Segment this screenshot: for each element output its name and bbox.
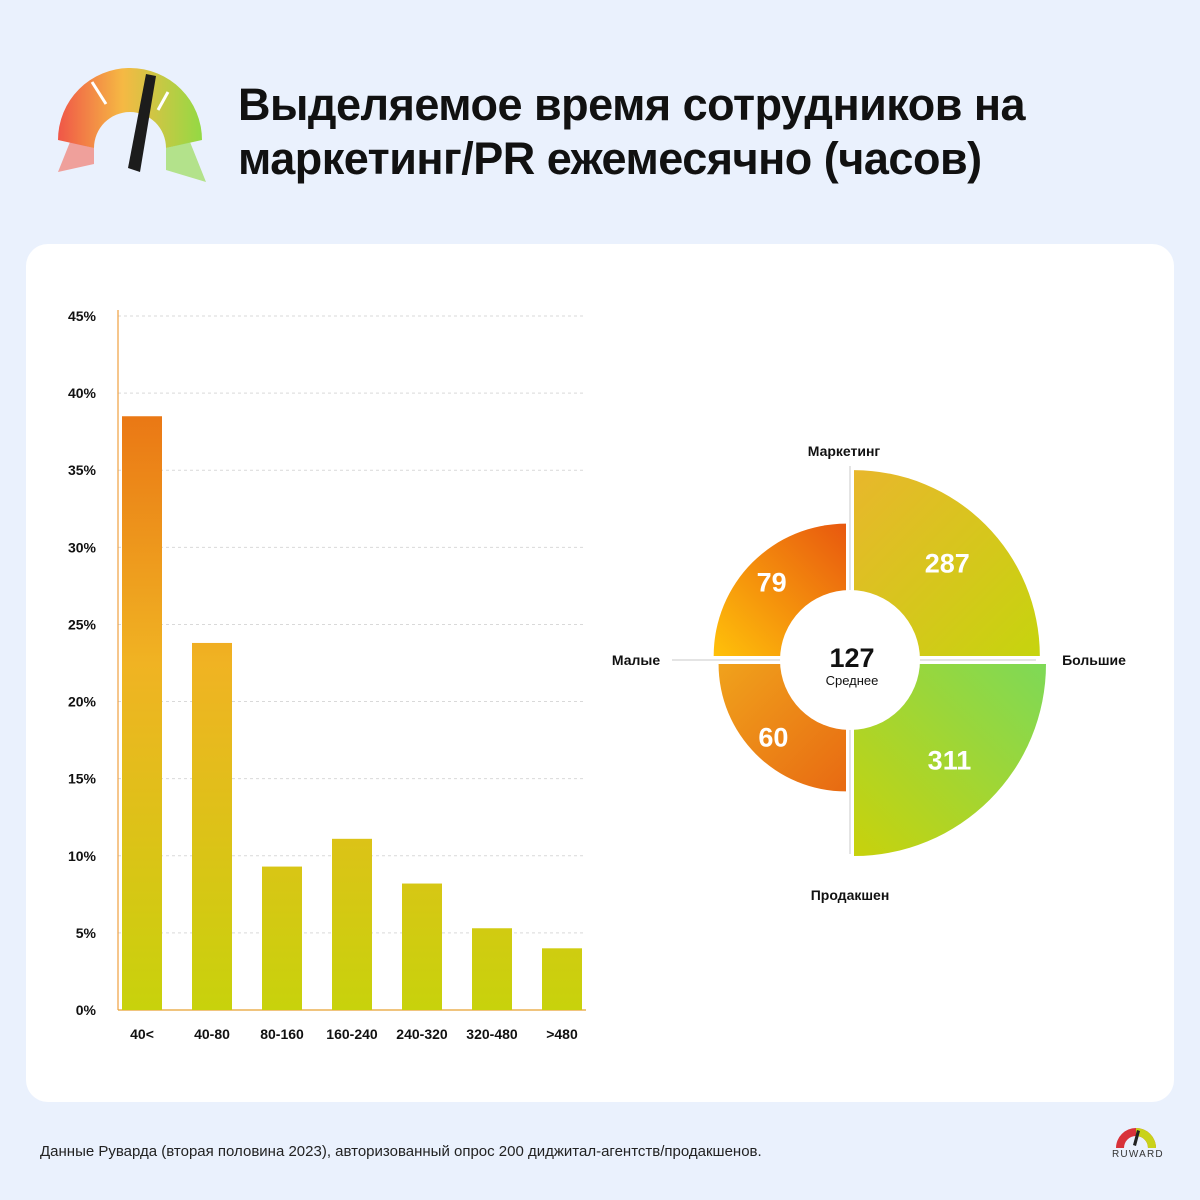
y-tick-label: 45% — [68, 308, 97, 324]
x-tick-label: 160-240 — [326, 1026, 378, 1042]
quadrant-value: 60 — [758, 723, 788, 753]
x-tick-label: 40-80 — [194, 1026, 230, 1042]
page-title: Выделяемое время сотрудников на маркетин… — [238, 78, 1138, 186]
bar-5 — [402, 883, 442, 1010]
y-tick-label: 40% — [68, 385, 97, 401]
quadrant-value: 287 — [925, 549, 970, 579]
ruward-logo-icon — [1116, 1128, 1156, 1148]
bar-2 — [192, 642, 232, 1010]
bar-1 — [122, 416, 162, 1010]
quadrant-value: 311 — [928, 745, 972, 775]
x-tick-label: >480 — [546, 1026, 578, 1042]
average-label: Среднее — [826, 673, 879, 688]
quadrant-bottom-right — [854, 664, 1046, 856]
y-tick-label: 20% — [68, 694, 97, 710]
chart-card: 0% 5% 10% 15% 20% 25% 30% 35% 40% 45% 40< 40-80 80-1… — [26, 244, 1174, 1102]
bar-chart: 0% 5% 10% 15% 20% 25% 30% 35% 40% 45% 40< 40-80 80-1… — [68, 308, 586, 1042]
y-tick-label: 25% — [68, 616, 97, 632]
bar-4 — [332, 838, 372, 1010]
quadrant-top-right — [854, 470, 1040, 656]
title-line-2: маркетинг/PR ежемесячно (часов) — [238, 133, 982, 184]
axis-label-top: Маркетинг — [808, 443, 881, 459]
y-tick-label: 35% — [68, 462, 97, 478]
x-tick-label: 320-480 — [466, 1026, 518, 1042]
axis-label-bottom: Продакшен — [811, 887, 890, 903]
y-tick-label: 30% — [68, 539, 97, 555]
bar-7 — [542, 948, 582, 1010]
title-line-1: Выделяемое время сотрудников на — [238, 79, 1026, 130]
y-tick-label: 15% — [68, 771, 97, 787]
y-tick-label: 10% — [68, 848, 97, 864]
x-tick-label: 80-160 — [260, 1026, 304, 1042]
source-footnote: Данные Руварда (вторая половина 2023), а… — [40, 1143, 762, 1160]
y-tick-label: 5% — [76, 925, 97, 941]
x-tick-label: 240-320 — [396, 1026, 448, 1042]
bar-6 — [472, 928, 512, 1010]
quadrant-value: 79 — [757, 568, 787, 598]
brand-name: RUWARD — [1112, 1149, 1164, 1160]
average-value: 127 — [829, 643, 874, 673]
gauge-logo-icon — [58, 68, 206, 182]
center-circle — [780, 590, 920, 730]
axis-label-left: Малые — [612, 652, 660, 668]
axis-label-right: Большие — [1062, 652, 1126, 668]
y-tick-label: 0% — [76, 1002, 97, 1018]
x-tick-label: 40< — [130, 1026, 154, 1042]
bar-3 — [262, 866, 302, 1010]
